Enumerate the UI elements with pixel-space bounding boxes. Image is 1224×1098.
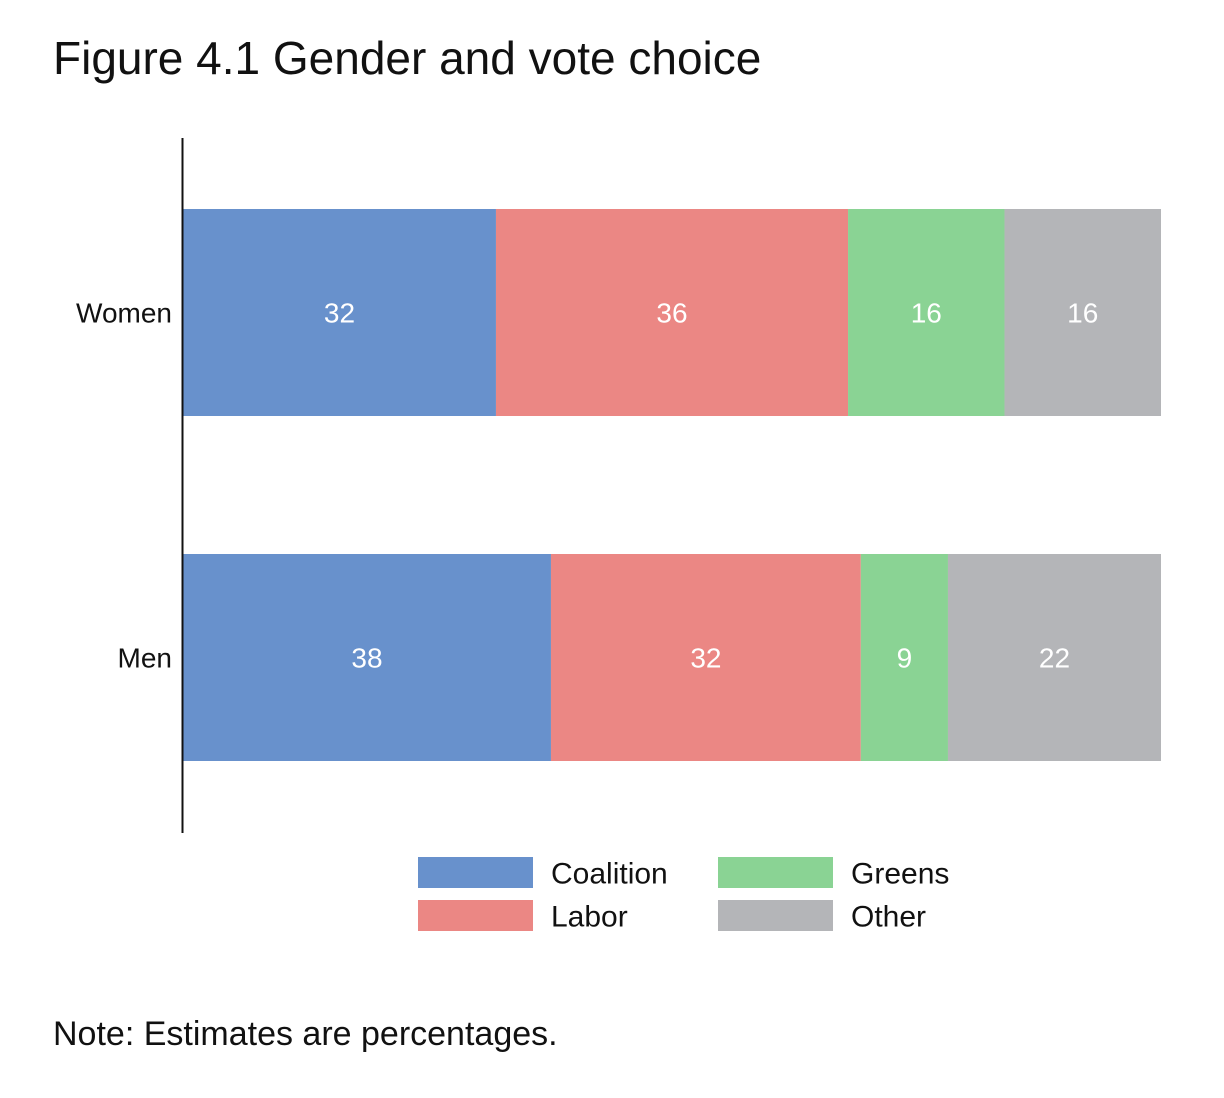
- data-label-men-other: 22: [1039, 643, 1070, 674]
- legend-swatch-coalition: [418, 857, 533, 888]
- figure-note: Note: Estimates are percentages.: [53, 1015, 558, 1053]
- legend-label-other: Other: [851, 901, 926, 934]
- data-label-women-greens: 16: [911, 298, 942, 329]
- data-label-men-labor: 32: [690, 643, 721, 674]
- bar-women-greens: [848, 209, 1005, 416]
- bar-men-greens: [860, 554, 948, 761]
- figure-title: Figure 4.1 Gender and vote choice: [53, 32, 762, 84]
- bars-layer: [183, 209, 1161, 761]
- data-label-women-other: 16: [1067, 298, 1098, 329]
- data-label-men-coalition: 38: [351, 643, 382, 674]
- bar-women-labor: [495, 209, 849, 416]
- legend-swatch-other: [718, 900, 833, 931]
- stacked-bar-chart: Women 32 36 16 16 Men 38 32 9 22 Coalition Greens L…: [76, 138, 1161, 934]
- category-label-men: Men: [118, 643, 172, 674]
- legend-item-labor: Labor: [418, 900, 628, 934]
- bar-women-coalition: [183, 209, 496, 416]
- bar-men-labor: [550, 554, 861, 761]
- legend: Coalition Greens Labor Other: [418, 857, 949, 934]
- legend-item-greens: Greens: [718, 857, 949, 891]
- legend-swatch-greens: [718, 857, 833, 888]
- category-label-women: Women: [76, 298, 172, 329]
- legend-label-greens: Greens: [851, 858, 949, 891]
- bar-men-coalition: [183, 554, 551, 761]
- legend-swatch-labor: [418, 900, 533, 931]
- bar-men-other: [947, 554, 1161, 761]
- data-label-men-greens: 9: [897, 643, 913, 674]
- data-label-women-coalition: 32: [324, 298, 355, 329]
- data-label-women-labor: 36: [656, 298, 687, 329]
- legend-item-coalition: Coalition: [418, 857, 668, 891]
- legend-item-other: Other: [718, 900, 926, 934]
- bar-women-other: [1004, 209, 1161, 416]
- labels-layer: Women 32 36 16 16 Men 38 32 9 22: [76, 298, 1098, 674]
- legend-label-labor: Labor: [551, 901, 628, 934]
- legend-label-coalition: Coalition: [551, 858, 668, 891]
